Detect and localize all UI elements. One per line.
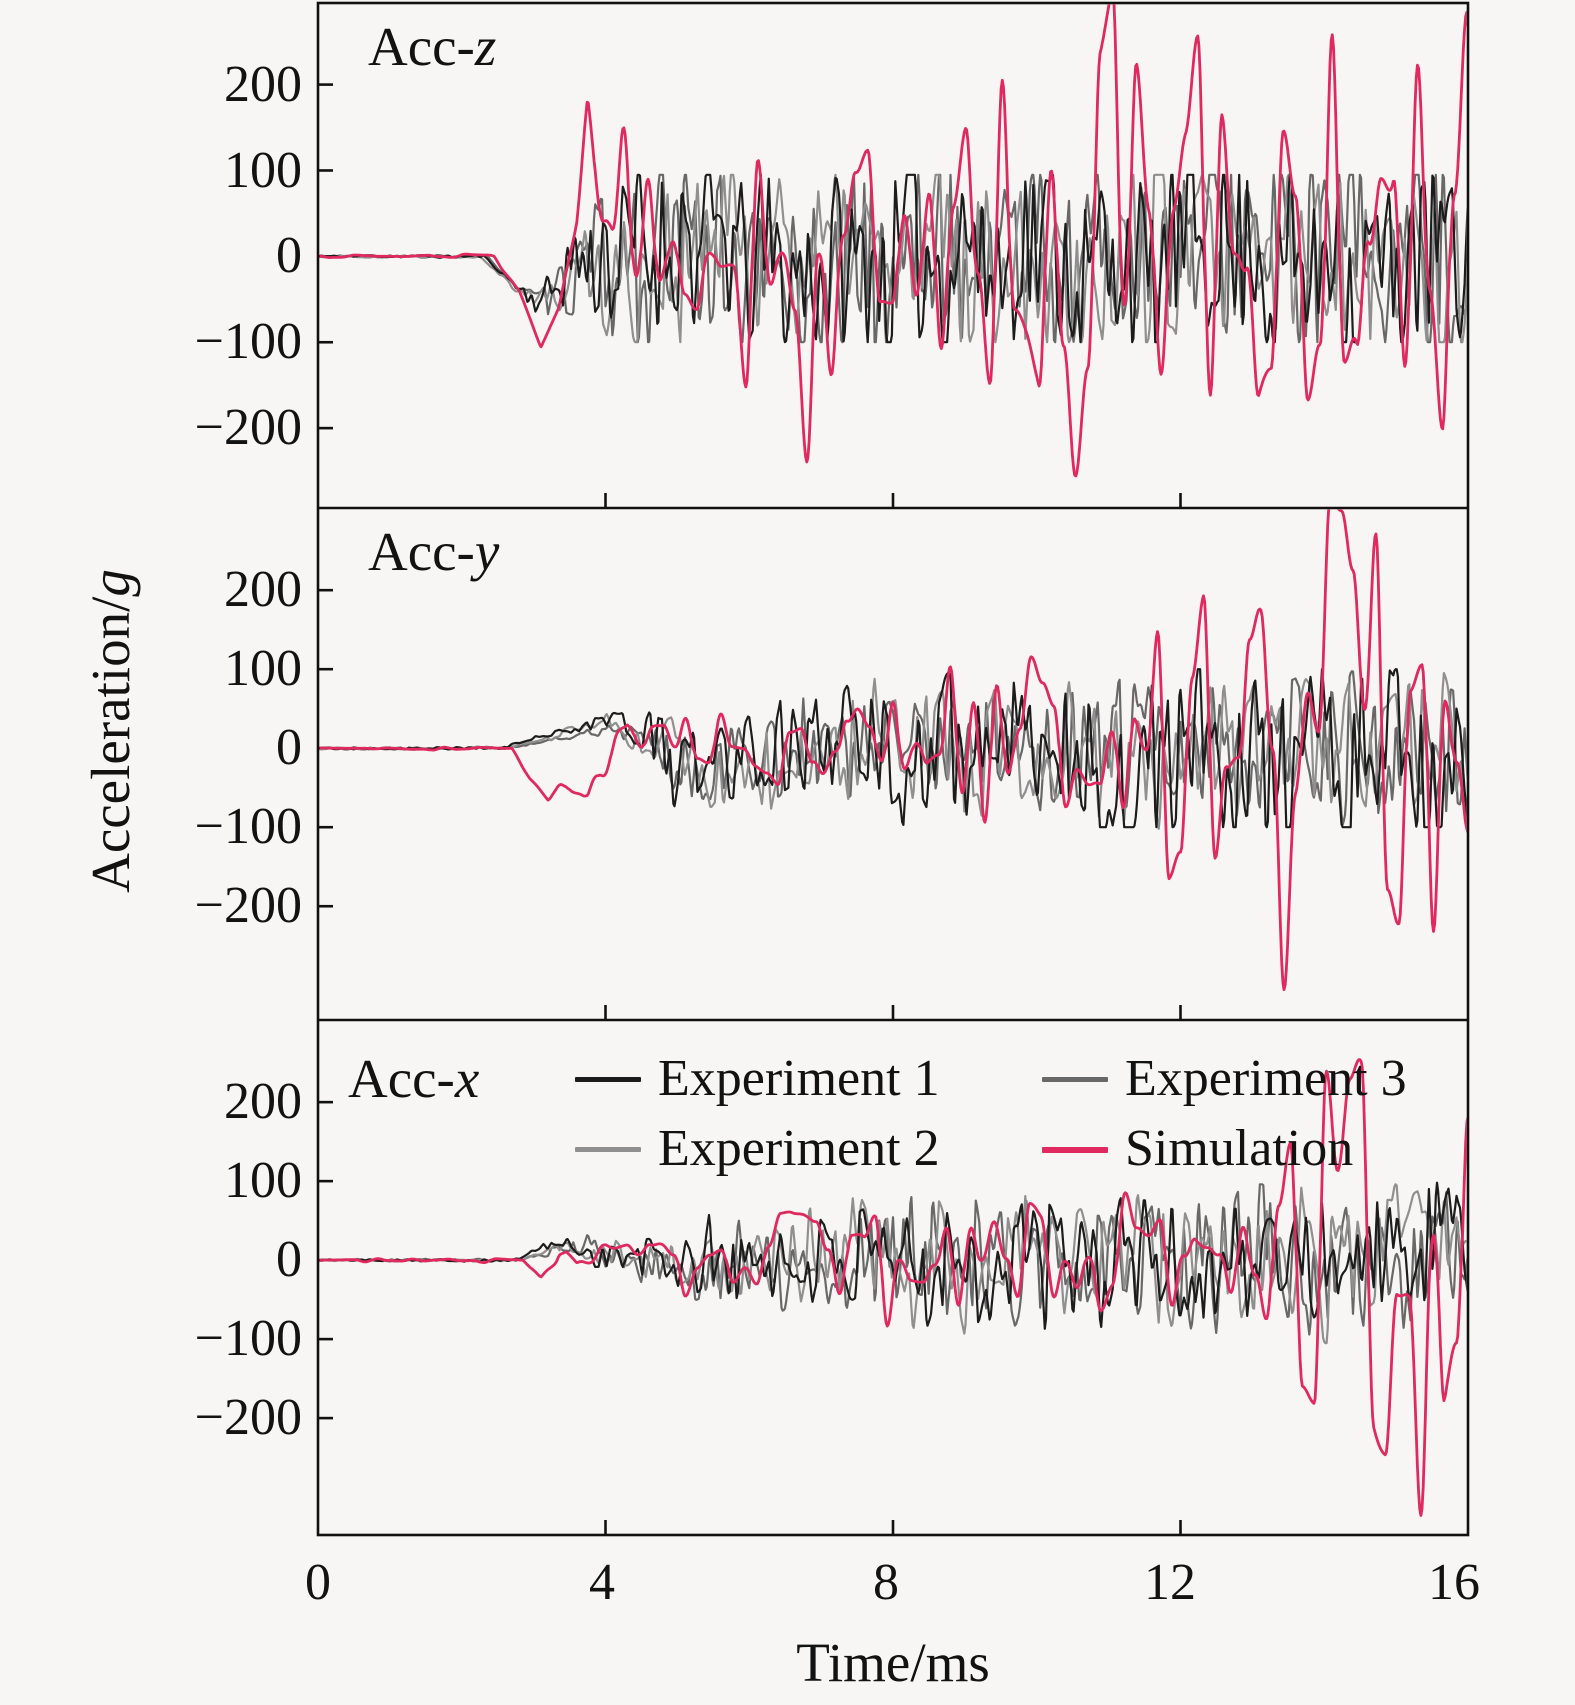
y-tick-label: 200 [224,561,302,618]
y-tick-label: 100 [224,142,302,199]
x-tick-label: 4 [589,1554,615,1611]
x-axis-title: Time/ms [796,1632,990,1693]
panel-title-acc-x: Acc-x [348,1048,480,1109]
y-tick-label: −200 [194,399,302,456]
x-tick-label: 8 [873,1554,899,1611]
y-tick-label: −200 [194,1389,302,1446]
x-tick-label: 16 [1428,1554,1480,1611]
y-axis-title: Acceleration/g [80,569,141,893]
y-tick-label: 0 [276,227,302,284]
legend-swatch-experiment-1 [575,1077,641,1082]
y-tick-label: 200 [224,1073,302,1130]
series-simulation-acc-y [319,509,1467,992]
x-tick-label: 0 [305,1554,331,1611]
y-tick-label: −100 [194,1310,302,1367]
y-tick-label: 100 [224,640,302,697]
panel-title-acc-z: Acc-z [368,16,497,77]
legend-swatch-experiment-2 [575,1147,641,1152]
y-tick-label: −100 [194,798,302,855]
series-simulation-acc-z [319,4,1467,478]
panel-title-acc-y: Acc-y [368,521,500,582]
legend-label-simulation: Simulation [1125,1120,1354,1177]
series-simulation-acc-x [319,1058,1467,1517]
y-tick-label: 100 [224,1152,302,1209]
x-tick-label: 12 [1144,1554,1196,1611]
y-tick-label: −200 [194,877,302,934]
legend-swatch-simulation [1042,1147,1108,1153]
y-tick-label: 0 [276,719,302,776]
y-tick-label: 0 [276,1231,302,1288]
legend-label-experiment-1: Experiment 1 [658,1050,940,1107]
legend-label-experiment-3: Experiment 3 [1125,1050,1407,1107]
legend-swatch-experiment-3 [1042,1077,1108,1082]
y-tick-label: 200 [224,56,302,113]
y-tick-label: −100 [194,313,302,370]
legend-label-experiment-2: Experiment 2 [658,1120,940,1177]
